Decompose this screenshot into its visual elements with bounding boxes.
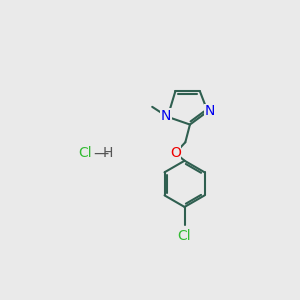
Text: Cl: Cl: [78, 146, 92, 160]
Text: N: N: [205, 104, 215, 118]
Text: O: O: [170, 146, 181, 160]
Text: —: —: [94, 146, 109, 160]
Text: H: H: [103, 146, 113, 160]
Text: Cl: Cl: [178, 229, 191, 242]
Text: N: N: [161, 109, 171, 123]
